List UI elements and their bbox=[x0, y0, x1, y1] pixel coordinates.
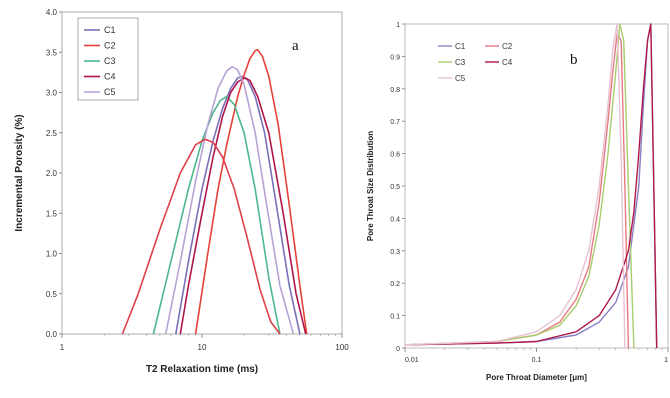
series-line-b-C5 bbox=[404, 23, 626, 349]
x-tick-label-a: 10 bbox=[198, 343, 207, 352]
legend-label-b: C5 bbox=[455, 74, 466, 83]
legend-box-a bbox=[77, 17, 139, 101]
y-tick-label-b: 0.4 bbox=[390, 216, 400, 223]
y-tick-label-a: 4.0 bbox=[46, 8, 58, 17]
y-tick-label-b: 0 bbox=[396, 346, 400, 353]
y-axis-title-a: Incremental Porosity (%) bbox=[14, 114, 25, 231]
y-tick-label-b: 0.5 bbox=[390, 184, 400, 191]
y-tick-label-a: 0.5 bbox=[46, 290, 58, 299]
legend-label-b: C3 bbox=[455, 58, 466, 67]
legend-label-b: C2 bbox=[502, 42, 513, 51]
panel-a-chart: 0.0 0.5 1.0 1.5 2.0 2.5 3.0 3.5 4.0 1 10 100 C1 C2 C3 C… bbox=[14, 8, 349, 375]
x-tick-label-a: 100 bbox=[335, 343, 349, 352]
x-tick-label-b: 1 bbox=[664, 357, 668, 364]
y-tick-label-a: 2.0 bbox=[46, 169, 58, 178]
legend-label-b: C4 bbox=[502, 58, 513, 67]
panel-label-b: b bbox=[570, 52, 578, 68]
panel-b-chart: 0 0.1 0.2 0.3 0.4 0.5 0.6 0.7 0.8 0.9 1 0.01 0.1 1 C1 C… bbox=[366, 22, 669, 382]
legend-label-a: C5 bbox=[104, 87, 116, 97]
y-tick-label-a: 1.5 bbox=[46, 209, 58, 218]
x-axis-title-b: Pore Throat Diameter [μm] bbox=[486, 373, 587, 382]
legend-label-a: C2 bbox=[104, 41, 116, 51]
y-tick-label-b: 0.8 bbox=[390, 87, 400, 94]
panel-label-a: a bbox=[292, 38, 299, 54]
x-tick-label-b: 0.01 bbox=[405, 357, 419, 364]
y-tick-label-a: 0.0 bbox=[46, 330, 58, 339]
series-line-b-C3 bbox=[404, 23, 635, 349]
y-tick-label-b: 0.2 bbox=[390, 281, 400, 288]
y-tick-label-b: 0.1 bbox=[390, 314, 400, 321]
y-tick-label-b: 0.7 bbox=[390, 119, 400, 126]
y-tick-label-b: 0.9 bbox=[390, 54, 400, 61]
y-tick-label-a: 2.5 bbox=[46, 129, 58, 138]
legend-label-b: C1 bbox=[455, 42, 466, 51]
legend-label-a: C4 bbox=[104, 72, 116, 82]
series-line-a-C5 bbox=[164, 65, 295, 335]
x-axis-title-a: T2 Relaxation time (ms) bbox=[146, 364, 258, 375]
x-tick-label-a: 1 bbox=[60, 343, 65, 352]
legend-label-a: C1 bbox=[104, 25, 116, 35]
x-tick-label-b: 0.1 bbox=[532, 357, 542, 364]
series-line-a-extra bbox=[121, 138, 281, 335]
series-line-a-C3 bbox=[152, 95, 281, 335]
y-tick-label-a: 1.0 bbox=[46, 250, 58, 259]
y-tick-label-b: 0.3 bbox=[390, 249, 400, 256]
series-line-a-C4 bbox=[179, 77, 307, 335]
y-tick-label-a: 3.0 bbox=[46, 89, 58, 98]
y-tick-label-b: 1 bbox=[396, 22, 400, 29]
series-line-a-C2 bbox=[194, 49, 308, 335]
legend-label-a: C3 bbox=[104, 56, 116, 66]
y-axis-title-b: Pore Throat Size Distribution bbox=[366, 131, 375, 241]
y-tick-label-b: 0.6 bbox=[390, 152, 400, 159]
y-tick-label-a: 3.5 bbox=[46, 48, 58, 57]
series-line-b-C4 bbox=[404, 23, 658, 349]
